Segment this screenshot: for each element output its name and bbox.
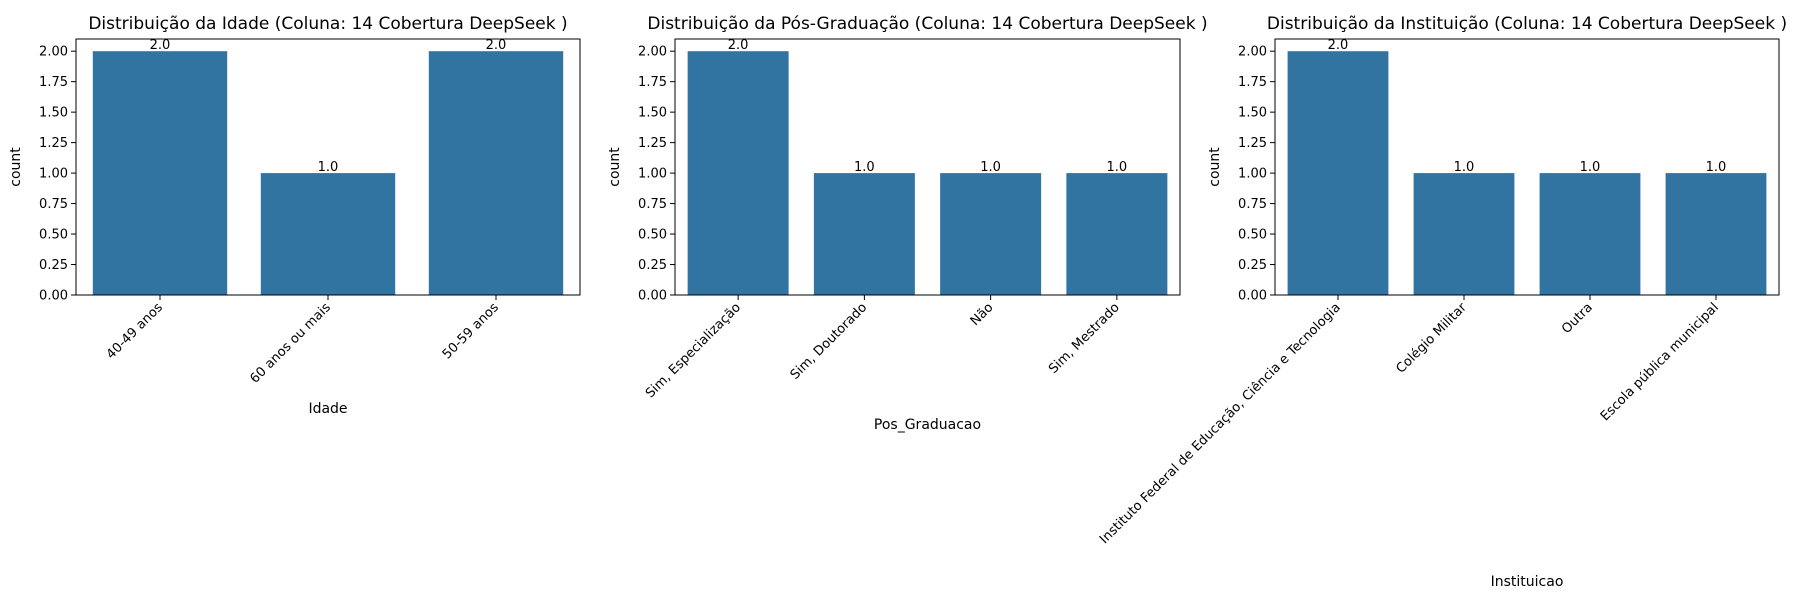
x-tick-label: 60 anos ou mais (247, 300, 333, 386)
y-tick-label: 1.50 (39, 106, 68, 121)
bar (92, 51, 228, 295)
data-label: 2.0 (486, 38, 507, 53)
x-axis-label: Pos_Graduacao (874, 417, 981, 433)
y-tick-label: 0.75 (1238, 197, 1267, 212)
bar (428, 51, 564, 295)
x-tick-label: Instituto Federal de Educação, Ciência e… (1097, 300, 1344, 547)
x-tick-label: Sim, Especialização (643, 300, 744, 401)
data-label: 2.0 (150, 38, 171, 53)
bar (1413, 173, 1515, 295)
y-tick-label: 1.75 (1238, 75, 1267, 90)
data-label: 1.0 (854, 160, 875, 175)
y-tick-label: 0.00 (638, 289, 667, 304)
bar (1665, 173, 1767, 295)
y-tick-label: 0.50 (638, 228, 667, 243)
y-tick-label: 0.25 (1238, 258, 1267, 273)
bar (813, 173, 915, 295)
y-tick-label: 2.00 (638, 45, 667, 60)
y-tick-label: 1.00 (638, 167, 667, 182)
y-tick-label: 0.00 (1238, 289, 1267, 304)
y-tick-label: 0.50 (39, 228, 68, 243)
data-label: 2.0 (728, 38, 749, 53)
y-tick-label: 2.00 (1238, 45, 1267, 60)
data-label: 1.0 (318, 160, 339, 175)
x-tick-label: Sim, Doutorado (788, 300, 870, 382)
y-tick-label: 0.50 (1238, 228, 1267, 243)
y-tick-label: 2.00 (39, 45, 68, 60)
plot-frame (1274, 38, 1780, 296)
y-tick-label: 0.25 (39, 258, 68, 273)
data-label: 1.0 (980, 160, 1001, 175)
data-label: 1.0 (1706, 160, 1727, 175)
data-label: 1.0 (1454, 160, 1475, 175)
data-label: 1.0 (1107, 160, 1128, 175)
bar (1539, 173, 1641, 295)
bar (260, 173, 396, 295)
x-tick-label: 50-59 anos (440, 300, 502, 362)
y-tick-label: 1.00 (39, 167, 68, 182)
bar (687, 51, 789, 295)
y-axis-label: count (8, 147, 24, 187)
y-tick-label: 1.75 (39, 75, 68, 90)
y-tick-label: 0.75 (39, 197, 68, 212)
y-tick-label: 0.75 (638, 197, 667, 212)
bar (940, 173, 1042, 295)
y-tick-label: 1.25 (638, 136, 667, 151)
chart-title: Distribuição da Pós-Graduação (Coluna: 1… (647, 14, 1207, 34)
y-tick-label: 1.25 (1238, 136, 1267, 151)
y-axis-label: count (1207, 147, 1223, 187)
bar (1287, 51, 1389, 295)
y-tick-label: 0.25 (638, 258, 667, 273)
data-label: 2.0 (1328, 38, 1349, 53)
x-tick-label: Não (968, 300, 997, 329)
y-axis-label: count (607, 147, 623, 187)
bar (1066, 173, 1168, 295)
x-tick-label: Colégio Militar (1393, 300, 1470, 377)
y-tick-label: 1.50 (1238, 106, 1267, 121)
y-tick-label: 1.75 (638, 75, 667, 90)
x-tick-label: Sim, Mestrado (1046, 300, 1123, 377)
y-tick-label: 1.25 (39, 136, 68, 151)
y-tick-label: 1.00 (1238, 167, 1267, 182)
x-tick-label: 40-49 anos (104, 300, 166, 362)
x-axis-label: Idade (308, 401, 347, 417)
x-tick-label: Outra (1559, 300, 1596, 337)
data-label: 1.0 (1580, 160, 1601, 175)
chart-title: Distribuição da Instituição (Coluna: 14 … (1267, 14, 1787, 34)
plot-frame (674, 38, 1181, 296)
x-axis-label: Instituicao (1491, 574, 1564, 590)
y-tick-label: 0.00 (39, 289, 68, 304)
x-tick-label: Escola pública municipal (1598, 300, 1722, 424)
chart-title: Distribuição da Idade (Coluna: 14 Cobert… (88, 14, 567, 34)
y-tick-label: 1.50 (638, 106, 667, 121)
